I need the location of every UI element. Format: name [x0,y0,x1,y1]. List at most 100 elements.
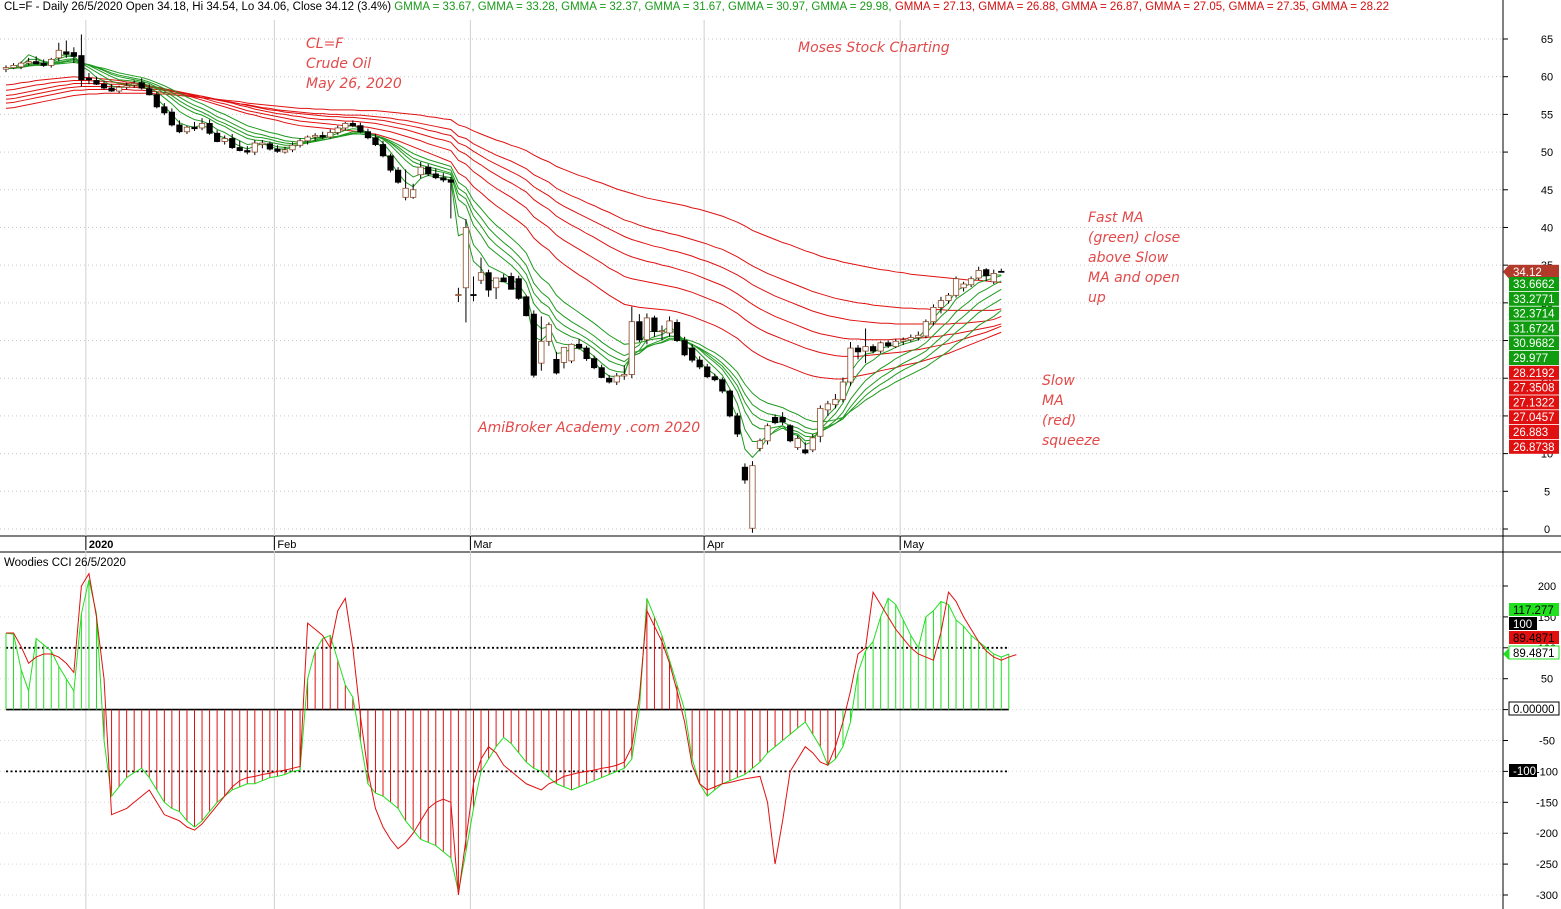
candle-body [666,320,673,334]
candle-body [711,376,718,381]
candle-body [372,137,379,145]
candle-body [787,425,794,442]
candle-body [658,330,666,333]
candle-body [100,83,108,89]
price-value-tag [1509,351,1559,365]
price-value-tag [1509,321,1559,336]
annotation-line: MA and open [1088,270,1180,286]
cci-tick-label: 200 [1538,581,1556,593]
cci-value-tag-label: 0.00000 [1513,704,1555,716]
price-value-tag [1509,425,1559,439]
slow-gmma-line [5,85,1002,325]
candle-body [492,277,500,289]
price-marker-arrow [1503,264,1509,279]
candle-body [485,272,492,291]
gmma-header-value: GMMA = 27.13, [894,1,979,13]
candle-body [281,149,289,153]
price-value-tag [1509,365,1559,380]
cci-tick-label: -100 [1536,766,1558,778]
candle-body [538,340,545,364]
annotation-line: up [1088,290,1106,306]
candle-body [824,403,831,411]
price-tick-label: 40 [1541,222,1553,234]
candle-body [417,166,424,176]
price-value-tag-label: 27.3508 [1513,383,1555,395]
gmma-header-value: GMMA = 26.87, [1061,1,1146,13]
candle-body [334,127,341,133]
candle-body [696,359,703,368]
candle-body [274,148,281,152]
candle-body [387,155,394,171]
annotation-line: Fast MA [1088,210,1144,226]
price-value-tag [1509,439,1559,454]
candle-body [832,398,839,406]
candle-body [138,82,145,89]
candle-body [432,173,439,179]
candle-body [364,131,372,139]
candle-body [598,367,605,378]
cci-tick-label: 50 [1541,674,1553,686]
cci-value-tag [1509,617,1537,630]
gmma-header-value: GMMA = 27.05, [1145,1,1229,13]
gmma-header-value: GMMA = 30.97, [727,1,812,13]
candle-body [312,135,319,138]
watermark-amibroker: AmiBroker Academy .com 2020 [478,420,701,436]
candle-body [975,270,982,279]
fast-ma-annotation: Fast MA (green) close above Slow MA and … [1088,208,1180,308]
fast-gmma-line [6,55,1002,443]
price-value-tag-label: 33.6662 [1513,279,1555,291]
candle-body [854,347,862,353]
candle-body [553,358,560,374]
candle-body [357,125,364,133]
annotation-line: Crude Oil [306,56,372,72]
fast-gmma-line [6,61,1002,423]
candle-body [515,278,522,299]
candle-body [704,366,711,378]
gmma-header-value: GMMA = 29.98, [811,1,895,13]
candle-body [673,322,681,341]
candle-body [123,85,130,88]
date-label: Mar [473,539,492,551]
annotation-line: May 26, 2020 [306,76,402,92]
candle-body [93,80,100,85]
candle-body [425,166,432,175]
candle-body [892,340,899,347]
candle-body [447,179,454,183]
candle-body [206,123,213,134]
candle-body [749,465,756,529]
price-tick-label: 55 [1541,109,1553,121]
candle-body [523,296,530,317]
price-value-tag-label: 26.883 [1513,427,1548,439]
price-value-tag-label: 27.0457 [1513,412,1555,424]
candle-body [915,334,922,338]
price-tick-label: 50 [1541,147,1553,159]
price-value-tag [1509,277,1559,291]
price-value-tag-label: 32.3714 [1513,309,1555,321]
candle-body [176,124,183,133]
slow-ma-annotation: Slow MA (red) squeeze [1042,371,1100,451]
candle-body [771,417,779,424]
candle-body [25,61,32,64]
candle-body [545,324,552,342]
gmma-header-value: GMMA = 32.37, [561,1,645,13]
candle-body [621,374,628,377]
candle-body [960,283,967,289]
candle-body [229,138,236,148]
price-value-tag-label: 29.977 [1513,353,1548,365]
cci-value-tag-label: 100 [1513,619,1532,631]
gmma-header-value: GMMA = 33.28, [477,1,562,13]
cci-value-tag-label: 89.4871 [1513,633,1555,645]
candle-body [221,138,228,142]
date-label: Feb [277,539,296,551]
cci-tick-label: -50 [1539,736,1555,748]
price-value-tag-label: 31.6724 [1513,323,1555,335]
candle-body [681,340,688,356]
candle-body [78,55,85,81]
candle-body [191,126,198,130]
price-tick-label: 60 [1541,72,1553,84]
candle-body [183,126,191,133]
candle-body [907,337,914,341]
candle-body [108,87,115,92]
candle-body [922,321,929,337]
